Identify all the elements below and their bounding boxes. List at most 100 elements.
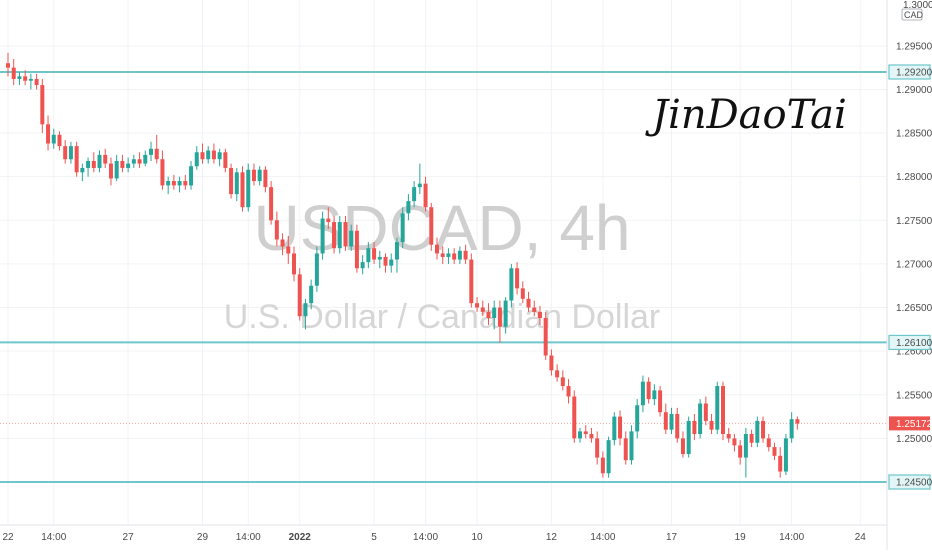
candle bbox=[372, 242, 377, 264]
candle-body bbox=[223, 152, 228, 168]
candle bbox=[80, 163, 85, 182]
candle-body bbox=[732, 438, 737, 446]
candle-body bbox=[343, 222, 348, 247]
candle bbox=[429, 202, 434, 251]
candle bbox=[692, 413, 697, 441]
candle-body bbox=[778, 455, 783, 472]
candle-body bbox=[80, 167, 85, 173]
candle-body bbox=[177, 181, 182, 186]
candle bbox=[40, 78, 45, 134]
candle-body bbox=[246, 169, 251, 208]
signature: JinDaoTai bbox=[645, 92, 847, 138]
candle bbox=[755, 416, 760, 448]
candle-body bbox=[240, 172, 245, 208]
candle bbox=[772, 442, 777, 461]
candle bbox=[686, 416, 691, 458]
candle bbox=[206, 146, 211, 164]
candle bbox=[34, 73, 39, 90]
candle bbox=[297, 268, 302, 321]
horizontal-levels bbox=[0, 71, 887, 483]
candle-body bbox=[669, 413, 674, 430]
candle-body bbox=[257, 169, 262, 182]
candle bbox=[108, 157, 113, 186]
candle-body bbox=[206, 150, 211, 160]
candle bbox=[394, 237, 399, 273]
candle bbox=[709, 413, 714, 435]
candle bbox=[440, 246, 445, 264]
candle-body bbox=[297, 274, 302, 317]
candle bbox=[435, 237, 439, 260]
candle-body bbox=[74, 146, 79, 173]
candle-body bbox=[572, 396, 577, 439]
candle bbox=[177, 176, 182, 193]
candle bbox=[629, 425, 634, 465]
candle-body bbox=[640, 381, 645, 406]
candle bbox=[761, 416, 766, 443]
candle-body bbox=[532, 307, 537, 312]
candle-body bbox=[360, 262, 365, 269]
candle-body bbox=[600, 457, 605, 474]
candle-body bbox=[658, 390, 663, 413]
candle-body bbox=[28, 78, 33, 81]
candle bbox=[223, 148, 228, 173]
candle-body bbox=[738, 445, 743, 458]
candle bbox=[732, 434, 737, 452]
candle-body bbox=[280, 239, 285, 247]
candle bbox=[578, 427, 582, 443]
candle bbox=[417, 163, 422, 195]
candle bbox=[606, 436, 611, 478]
candle bbox=[120, 154, 125, 173]
candle-body bbox=[686, 420, 691, 455]
price-tick-label: 1.28500 bbox=[896, 129, 932, 140]
candle bbox=[412, 181, 417, 208]
candle-body bbox=[34, 78, 39, 86]
level-badge bbox=[888, 474, 931, 490]
candle-body bbox=[137, 159, 142, 164]
candle-body bbox=[646, 381, 651, 400]
candle bbox=[703, 396, 708, 426]
candle bbox=[509, 263, 514, 308]
candle bbox=[669, 407, 674, 435]
candle-body bbox=[469, 259, 474, 304]
candle bbox=[314, 246, 319, 292]
candle-body bbox=[406, 201, 411, 214]
candle-body bbox=[332, 222, 337, 249]
candle bbox=[97, 150, 102, 173]
last-price-badge bbox=[889, 416, 930, 431]
candle bbox=[171, 174, 176, 190]
candle-body bbox=[86, 160, 91, 168]
candle bbox=[51, 128, 56, 149]
candle bbox=[600, 451, 605, 478]
candle bbox=[149, 141, 153, 161]
candle-body bbox=[743, 434, 748, 458]
candle bbox=[6, 52, 10, 77]
candle-body bbox=[274, 220, 279, 240]
candle bbox=[68, 141, 73, 164]
candle-body bbox=[618, 416, 623, 439]
candle-body bbox=[423, 183, 428, 208]
candle bbox=[457, 246, 462, 264]
candle-body bbox=[46, 124, 51, 144]
candle-body bbox=[126, 163, 131, 168]
candle bbox=[486, 303, 491, 325]
candle-body bbox=[429, 207, 434, 245]
candle bbox=[795, 416, 800, 430]
candle-body bbox=[675, 413, 680, 439]
candle bbox=[452, 248, 457, 264]
candle bbox=[280, 233, 285, 256]
candle bbox=[154, 134, 159, 164]
candle-body bbox=[68, 146, 73, 160]
candle-body bbox=[154, 148, 159, 160]
candle bbox=[623, 431, 628, 465]
candle bbox=[652, 384, 657, 406]
candle bbox=[211, 143, 216, 164]
candle bbox=[377, 250, 382, 269]
candle bbox=[91, 152, 96, 173]
level-badge bbox=[888, 64, 931, 80]
candle bbox=[200, 143, 205, 164]
level-badge-label: 1.24500 bbox=[896, 478, 932, 489]
candle bbox=[194, 146, 199, 170]
candle bbox=[246, 163, 251, 212]
candle bbox=[17, 72, 22, 86]
candle-body bbox=[515, 268, 520, 289]
